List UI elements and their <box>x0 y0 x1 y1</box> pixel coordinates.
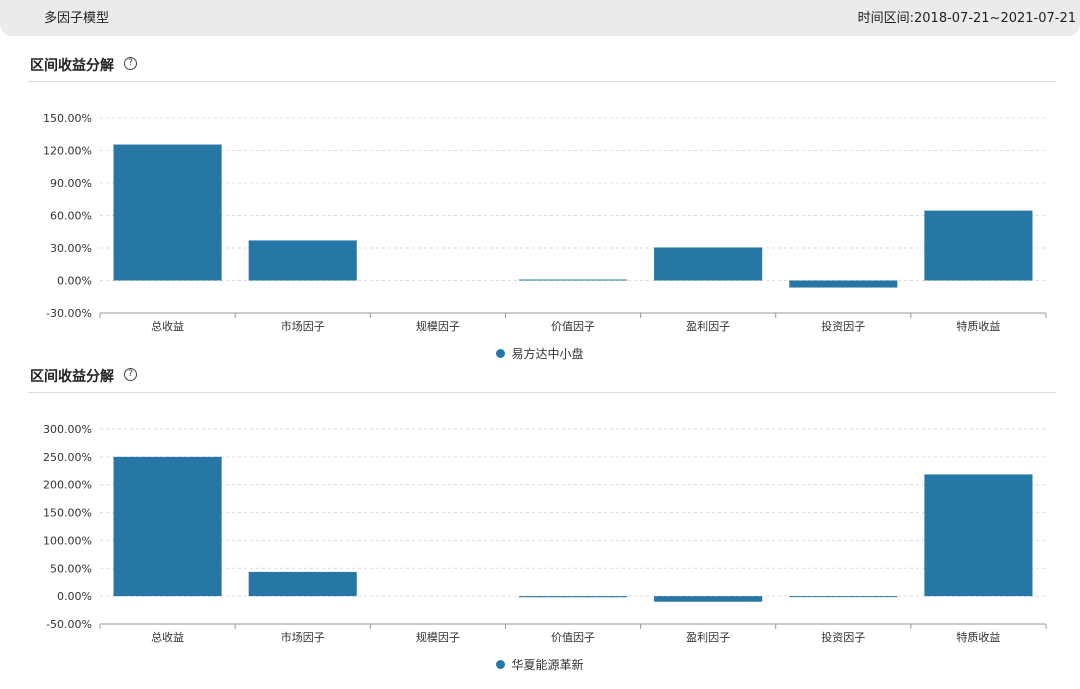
x-tick-label: 特质收益 <box>956 630 1000 644</box>
y-tick-label: 120.00% <box>43 145 92 158</box>
x-tick-label: 市场因子 <box>281 319 325 333</box>
bar <box>924 210 1033 281</box>
x-tick-label: 投资因子 <box>821 319 865 333</box>
app-title: 多因子模型 <box>44 11 110 26</box>
y-tick-label: 150.00% <box>43 112 92 125</box>
y-tick-label: 90.00% <box>50 177 92 190</box>
bar <box>789 596 898 598</box>
x-tick-label: 盈利因子 <box>686 631 730 644</box>
bar <box>924 474 1033 597</box>
x-tick-label: 总收益 <box>151 630 184 644</box>
question-circle-icon[interactable]: ? <box>124 368 137 381</box>
y-tick-label: -30.00% <box>46 307 92 320</box>
section-header-1: 区间收益分解 ? <box>28 55 1056 82</box>
bar <box>113 456 222 597</box>
x-tick-label: 盈利因子 <box>686 320 730 333</box>
y-tick-label: 0.00% <box>57 590 92 603</box>
y-tick-label: -50.00% <box>46 618 92 631</box>
x-tick-label: 价值因子 <box>551 320 595 333</box>
y-tick-label: 150.00% <box>43 507 92 520</box>
section-title: 区间收益分解 <box>30 369 114 385</box>
y-tick-label: 50.00% <box>50 562 92 575</box>
y-tick-label: 100.00% <box>43 534 92 547</box>
question-circle-icon[interactable]: ? <box>124 57 137 70</box>
x-tick-label: 价值因子 <box>551 631 595 644</box>
bar <box>654 247 763 281</box>
legend-dot <box>496 349 506 358</box>
x-tick-label: 规模因子 <box>416 319 460 333</box>
legend-dot <box>496 660 506 669</box>
top-bar: 多因子模型 时间区间:2018-07-21~2021-07-21 <box>0 0 1080 36</box>
date-range-label: 时间区间:2018-07-21~2021-07-21 <box>857 11 1076 26</box>
legend-1[interactable]: 易方达中小盘 <box>0 345 1080 362</box>
legend-label: 华夏能源革新 <box>511 658 584 672</box>
legend-2[interactable]: 华夏能源革新 <box>0 656 1080 673</box>
bar <box>654 596 763 602</box>
bar <box>518 279 628 281</box>
y-tick-label: 250.00% <box>43 451 92 464</box>
x-tick-label: 特质收益 <box>956 319 1000 333</box>
bar <box>113 144 222 281</box>
x-tick-label: 投资因子 <box>821 630 865 644</box>
bar <box>789 280 898 288</box>
x-tick-label: 总收益 <box>151 319 184 333</box>
y-tick-label: 200.00% <box>43 479 92 492</box>
x-tick-label: 市场因子 <box>281 630 325 644</box>
y-tick-label: 300.00% <box>43 423 92 436</box>
legend-label: 易方达中小盘 <box>511 347 584 361</box>
bar <box>248 571 357 597</box>
bar <box>518 596 628 598</box>
bar-chart-2: -50.00% 0.00% 50.00% 100.00% 150.00% 200.00% 2… <box>43 423 1047 644</box>
x-tick-label: 规模因子 <box>416 630 460 644</box>
y-tick-label: 0.00% <box>57 275 92 288</box>
y-tick-label: 60.00% <box>50 210 92 223</box>
section-title: 区间收益分解 <box>30 58 114 74</box>
bar <box>248 240 357 281</box>
bar-chart-1: -30.00% 0.00% 30.00% 60.00% 90.00% 120.00% 150… <box>43 112 1047 333</box>
section-header-2: 区间收益分解 ? <box>28 366 1056 393</box>
y-tick-label: 30.00% <box>50 242 92 255</box>
